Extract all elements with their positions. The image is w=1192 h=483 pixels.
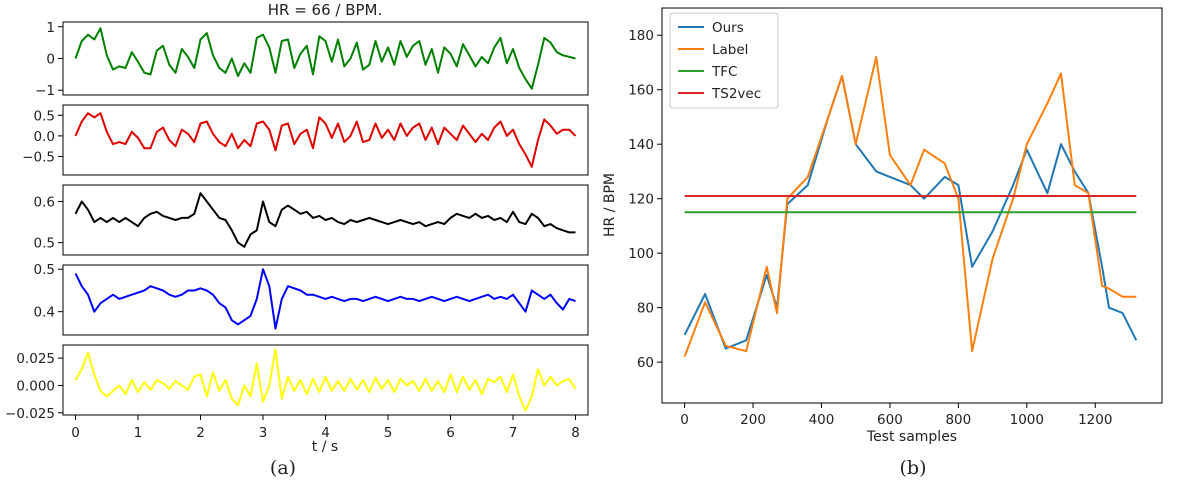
- right-y-label: HR / BPM: [602, 173, 618, 237]
- y-tick-label: 100: [628, 246, 654, 262]
- y-tick-label: 180: [628, 28, 654, 44]
- series-line: [74, 348, 577, 412]
- axes-frame: [62, 344, 589, 416]
- y-tick-label: 0.0: [34, 129, 55, 145]
- x-tick-label: 200: [740, 412, 766, 428]
- left-x-ticks: 0 1 2 3 4 5 6 7 8: [71, 415, 580, 441]
- series-line: [74, 112, 577, 168]
- x-tick-label: 7: [509, 425, 518, 441]
- x-tick-label: 6: [446, 425, 455, 441]
- right-caption: (b): [900, 457, 927, 479]
- legend-box: [669, 12, 779, 109]
- series-line: [74, 268, 576, 330]
- y-tick-label: 0.6: [34, 194, 55, 210]
- y-tick-label: 1: [46, 20, 55, 36]
- figure-left: HR = 66 / BPM. 1 0 −1 0.5 0.0 −0.5 0.6 0.5 0.…: [5, 1, 589, 479]
- x-tick-label: 1: [134, 425, 143, 441]
- x-tick-label: 800: [945, 412, 971, 428]
- subplot-red: 0.5 0.0 −0.5: [22, 104, 589, 176]
- figure-right: 0 200 400 600 800 1000 1200 60 80 100 120 140 160 180…: [602, 7, 1163, 479]
- axes-frame: [62, 264, 589, 336]
- series-line-label: [683, 56, 1137, 358]
- x-tick-label: 1200: [1078, 412, 1112, 428]
- subplot-green: 1 0 −1: [35, 20, 589, 99]
- y-tick-label: −0.5: [22, 149, 55, 165]
- x-tick-label: 400: [809, 412, 835, 428]
- subplot-blue: 0.5 0.4: [34, 262, 589, 336]
- legend-label-ts2vec: TS2vec: [711, 86, 761, 102]
- x-tick-label: 2: [196, 425, 205, 441]
- y-tick-label: 0.5: [34, 262, 55, 278]
- left-caption: (a): [270, 457, 296, 479]
- x-tick-label: 1000: [1010, 412, 1044, 428]
- hr-comparison-plot: 0 200 400 600 800 1000 1200 60 80 100 120 140 160 180: [628, 7, 1163, 428]
- y-tick-label: 0.4: [34, 305, 55, 321]
- series-line: [74, 27, 576, 90]
- y-tick-label: 0.025: [16, 351, 55, 367]
- y-tick-label: 0: [46, 52, 55, 68]
- legend-label-label: Label: [712, 42, 748, 58]
- x-tick-label: 3: [259, 425, 268, 441]
- y-tick-label: 120: [628, 192, 654, 208]
- right-x-label: Test samples: [866, 429, 957, 445]
- y-tick-label: 160: [628, 83, 654, 99]
- legend-label-tfc: TFC: [711, 64, 737, 80]
- y-tick-label: 0.5: [34, 236, 55, 252]
- legend: Ours Label TFC TS2vec: [669, 12, 779, 109]
- axes-frame: [62, 184, 589, 256]
- x-tick-label: 600: [877, 412, 903, 428]
- series-line: [74, 192, 576, 248]
- y-tick-label: 0.5: [34, 108, 55, 124]
- subplot-yellow: 0.025 0.000 −0.025: [5, 344, 589, 422]
- x-tick-label: 4: [321, 425, 330, 441]
- x-tick-label: 0: [680, 412, 689, 428]
- left-title: HR = 66 / BPM.: [268, 1, 383, 19]
- axes-frame: [62, 104, 589, 176]
- y-tick-label: 140: [628, 137, 654, 153]
- x-tick-label: 8: [571, 425, 580, 441]
- y-tick-label: −1: [35, 83, 55, 99]
- y-tick-label: −0.025: [5, 406, 55, 422]
- subplot-black: 0.6 0.5: [34, 184, 589, 256]
- x-tick-label: 0: [71, 425, 80, 441]
- left-x-label: t / s: [312, 439, 338, 455]
- y-tick-label: 0.000: [16, 378, 55, 394]
- y-tick-label: 80: [637, 301, 654, 317]
- x-tick-label: 5: [384, 425, 393, 441]
- axes-frame: [661, 7, 1163, 404]
- y-tick-label: 60: [637, 355, 654, 371]
- legend-label-ours: Ours: [712, 20, 744, 36]
